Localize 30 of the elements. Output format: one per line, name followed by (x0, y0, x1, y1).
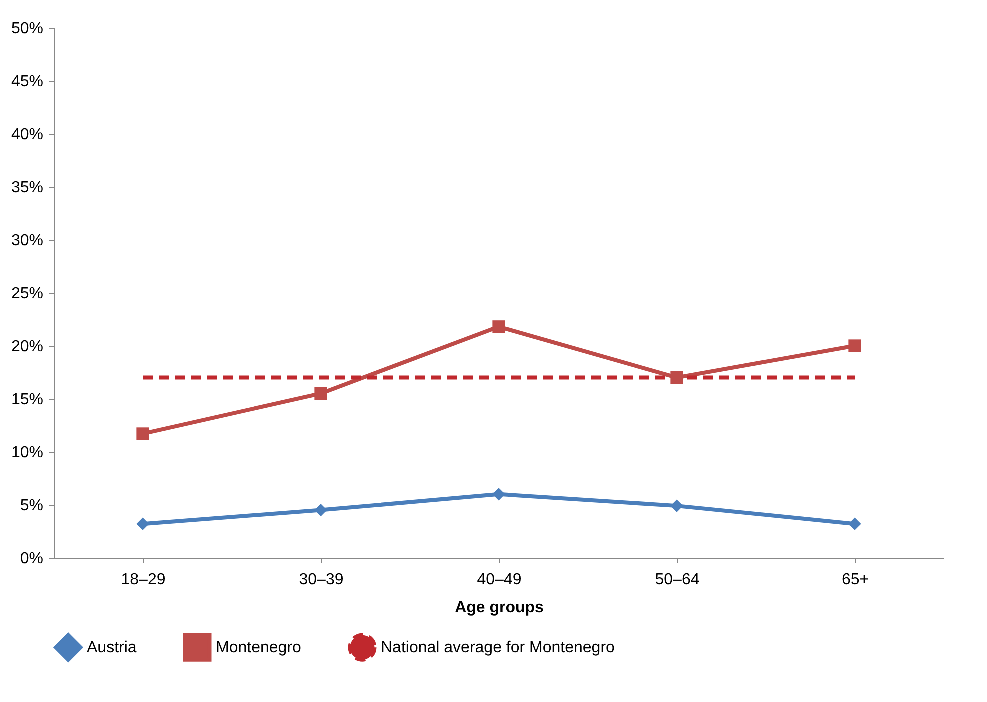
y-tick-label: 20% (11, 338, 44, 356)
y-tick-label: 50% (11, 20, 44, 38)
x-tick-label: 65+ (842, 572, 870, 588)
point (492, 320, 506, 334)
point (136, 428, 150, 440)
point (136, 518, 150, 530)
legend-label: Austria (87, 640, 137, 657)
point (314, 504, 328, 517)
legend-label: Montenegro (216, 640, 302, 657)
y-tick-label: 35% (11, 180, 44, 196)
x-tick-label: 50–64 (655, 572, 700, 588)
y-tick-label: 5% (20, 498, 44, 514)
legend-label: National average for Montenegro (381, 640, 616, 657)
point (492, 488, 506, 501)
point (848, 340, 862, 352)
y-tick-label: 30% (11, 232, 44, 250)
x-axis-title: Age groups (455, 600, 544, 616)
x-tick-label: 40–49 (477, 572, 522, 588)
point (670, 500, 684, 512)
y-tick-label: 15% (11, 392, 44, 408)
point (848, 518, 862, 530)
point (670, 371, 684, 384)
x-tick-label: 18–29 (121, 572, 166, 588)
y-tick-label: 40% (11, 126, 44, 144)
y-tick-label: 0% (20, 550, 44, 568)
point (314, 387, 328, 400)
x-tick-label: 30–39 (299, 572, 344, 588)
y-tick-label: 25% (11, 286, 44, 302)
y-tick-label: 10% (11, 444, 44, 462)
y-tick-label: 45% (11, 74, 44, 90)
